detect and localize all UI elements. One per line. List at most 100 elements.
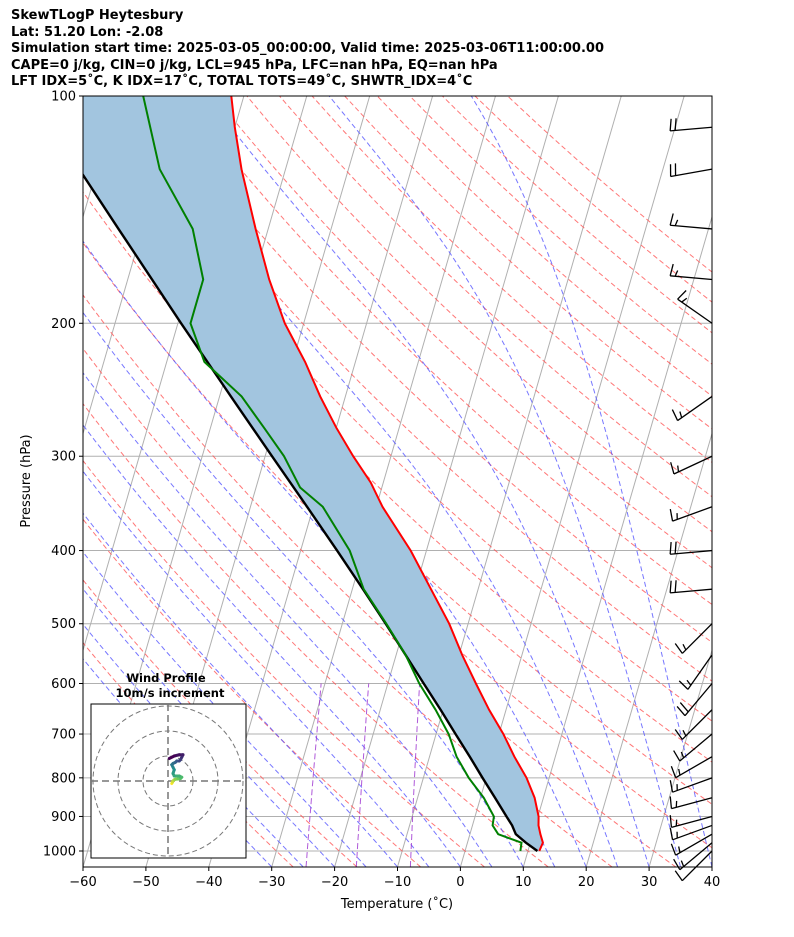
y-tick-label: 500 bbox=[51, 617, 76, 632]
wind-barb-staff bbox=[679, 733, 713, 762]
wind-barb-flag bbox=[674, 870, 683, 882]
wind-barb bbox=[677, 290, 713, 324]
wind-barb-flag bbox=[678, 768, 681, 776]
x-tick-label: −30 bbox=[258, 875, 285, 890]
wind-barb bbox=[678, 654, 713, 690]
y-tick-label: 600 bbox=[51, 677, 76, 692]
dry-adiabat-line bbox=[376, 96, 712, 397]
hodograph-inset: Wind Profile 10m/s increment bbox=[90, 671, 247, 859]
wind-barb-flag bbox=[680, 860, 685, 867]
moist-adiabat-line bbox=[470, 96, 712, 867]
wind-barb-staff bbox=[687, 654, 713, 690]
index-line: LFT IDX=5˚C, K IDX=17˚C, TOTAL TOTS=49˚C… bbox=[11, 74, 473, 89]
wind-barb-staff bbox=[681, 709, 713, 740]
cin-area-fill bbox=[83, 96, 543, 851]
moist-adiabat-line bbox=[83, 470, 430, 867]
location-line: Lat: 51.20 Lon: -2.08 bbox=[11, 24, 164, 40]
y-axis-ticks: 1000 900 800 700 600 500 400 300 200 100 bbox=[43, 90, 83, 860]
wind-barb-staff bbox=[670, 549, 713, 555]
dry-adiabat-line bbox=[83, 459, 485, 867]
y-tick-label: 400 bbox=[51, 544, 76, 559]
mixing-ratio-line bbox=[409, 683, 421, 867]
cape-line: CAPE=0 j/kg, CIN=0 j/kg, LCL=945 hPa, LF… bbox=[11, 57, 498, 73]
time-line: Simulation start time: 2025-03-05_00:00:… bbox=[11, 41, 604, 56]
wind-barb-flag bbox=[671, 409, 679, 421]
x-tick-label: 20 bbox=[578, 875, 595, 890]
isotherm-line bbox=[648, 648, 712, 867]
isotherm-line bbox=[585, 431, 712, 867]
wind-barb-flag bbox=[678, 680, 689, 690]
wind-barb bbox=[669, 541, 713, 555]
x-tick-label: 40 bbox=[704, 875, 721, 890]
wind-barb-staff bbox=[684, 683, 713, 717]
temperature-line bbox=[230, 96, 544, 852]
wind-barb-flag bbox=[678, 846, 681, 853]
wind-barb-flag bbox=[681, 297, 688, 303]
wind-barb-staff bbox=[670, 126, 713, 132]
wind-barb-flag bbox=[669, 815, 673, 828]
wind-barb-staff bbox=[677, 298, 713, 324]
dry-adiabat-line bbox=[246, 96, 712, 533]
y-axis-label: Pressure (hPa) bbox=[19, 434, 34, 527]
wind-barb bbox=[670, 756, 713, 779]
wind-barb bbox=[669, 213, 713, 230]
wind-barb bbox=[671, 395, 713, 422]
wind-barb-staff bbox=[675, 833, 713, 856]
wind-barb-flag bbox=[679, 702, 689, 713]
wind-barb-flag bbox=[682, 643, 687, 651]
y-tick-label: 100 bbox=[51, 90, 76, 105]
wind-barb-staff bbox=[671, 815, 713, 828]
wind-barb bbox=[669, 118, 713, 132]
wind-barb-flag bbox=[682, 729, 687, 737]
wind-barb-staff bbox=[679, 842, 713, 871]
wind-barb-flag bbox=[669, 213, 674, 226]
dry-adiabat-line bbox=[474, 96, 712, 303]
wind-barb bbox=[669, 824, 713, 841]
wind-barb bbox=[674, 850, 713, 882]
wind-barb-flag bbox=[677, 465, 680, 472]
wind-barb bbox=[674, 709, 713, 740]
wind-barb bbox=[670, 833, 713, 856]
wind-barb-flag bbox=[674, 643, 683, 654]
wind-barb bbox=[669, 163, 713, 178]
wind-barb-flag bbox=[676, 706, 686, 717]
parcel-profile-line bbox=[83, 172, 539, 852]
wind-barb-staff bbox=[672, 824, 713, 841]
y-tick-label: 1000 bbox=[43, 845, 76, 860]
wind-barb-flag bbox=[669, 796, 673, 809]
moist-adiabat-line bbox=[113, 96, 619, 867]
moist-adiabat-line bbox=[83, 311, 524, 867]
x-tick-label: −50 bbox=[132, 875, 159, 890]
moist-adiabat-line bbox=[328, 96, 681, 867]
wind-barb-flag bbox=[674, 219, 679, 226]
moist-adiabat-line bbox=[83, 551, 367, 867]
x-tick-label: −10 bbox=[384, 875, 411, 890]
wind-barb-staff bbox=[671, 797, 713, 810]
wind-barb-flag bbox=[679, 411, 683, 418]
wind-barb-flag bbox=[686, 679, 692, 686]
wind-barb-flag bbox=[669, 827, 674, 840]
cape-cin-fill bbox=[83, 96, 543, 851]
isotherm-line bbox=[711, 865, 712, 867]
x-tick-label: 10 bbox=[515, 875, 532, 890]
wind-barb-flag bbox=[669, 580, 672, 593]
wind-barb-flag bbox=[673, 750, 681, 762]
wind-barb-staff bbox=[670, 168, 713, 178]
wind-barb-staff bbox=[677, 395, 713, 422]
wind-barb-staff bbox=[670, 224, 713, 230]
moist-adiabat-line bbox=[205, 96, 650, 867]
moist-adiabat-line bbox=[83, 512, 398, 867]
wind-barb bbox=[676, 683, 713, 717]
wind-barb-flag bbox=[674, 118, 677, 131]
wind-barb bbox=[674, 623, 713, 654]
x-tick-label: 0 bbox=[456, 875, 464, 890]
wind-barb-flag bbox=[669, 780, 674, 793]
dewpoint-line bbox=[142, 96, 523, 852]
hodograph-title: Wind Profile bbox=[126, 671, 206, 685]
wind-barb-flag bbox=[674, 729, 683, 740]
hodograph-segment bbox=[167, 754, 176, 760]
wind-barb-flag bbox=[674, 270, 679, 277]
wind-barb-staff bbox=[670, 275, 713, 281]
moist-adiabat-line bbox=[83, 424, 461, 867]
